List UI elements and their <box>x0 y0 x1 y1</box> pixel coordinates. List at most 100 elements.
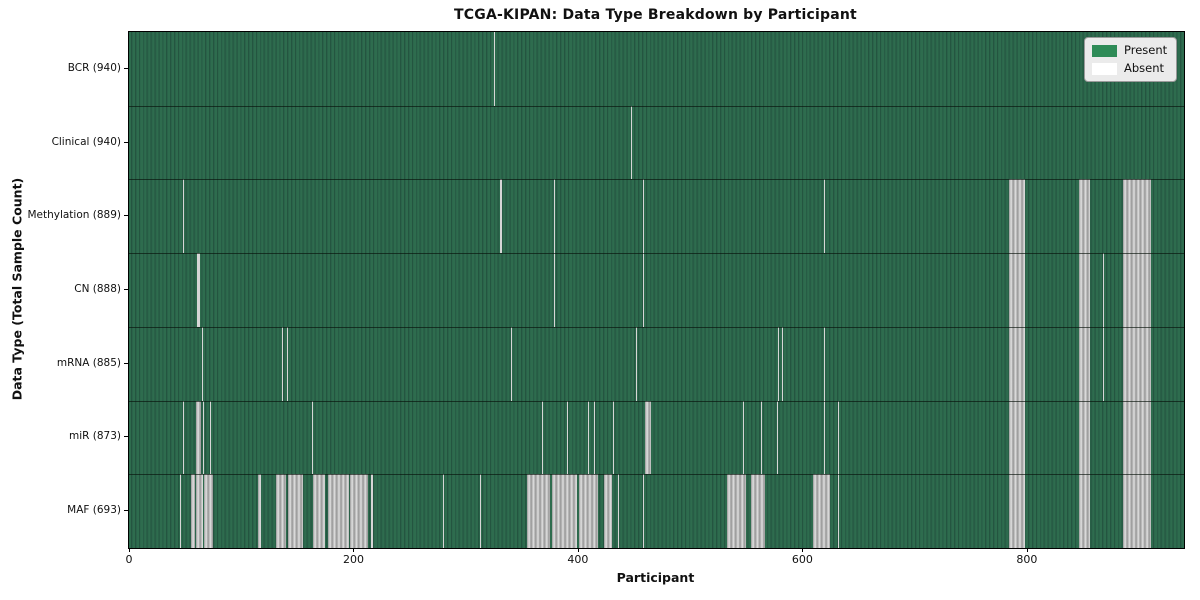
x-tick-label: 0 <box>125 553 133 566</box>
absent-stripe <box>1078 474 1090 548</box>
row-divider <box>129 105 1184 107</box>
absent-stripe <box>1123 326 1152 401</box>
y-tick-mark <box>124 510 128 512</box>
heatmap-row-clinical <box>129 105 1184 180</box>
absent-stripe <box>276 474 287 548</box>
present-swatch <box>1092 44 1117 57</box>
legend: Present Absent <box>1084 37 1178 82</box>
absent-stripe <box>1103 326 1105 401</box>
absent-stripe <box>566 400 568 475</box>
absent-stripe <box>588 400 590 475</box>
absent-stripe <box>603 474 612 548</box>
y-tick-mark <box>124 215 128 217</box>
absent-stripe <box>554 253 556 327</box>
absent-stripe <box>209 400 211 475</box>
row-divider <box>129 474 1184 476</box>
absent-stripe <box>645 400 651 475</box>
absent-stripe <box>1123 253 1152 327</box>
absent-stripe <box>760 400 762 475</box>
absent-stripe <box>618 474 620 548</box>
row-divider <box>129 179 1184 181</box>
x-tick-label: 400 <box>567 553 589 566</box>
absent-stripe <box>1078 253 1090 327</box>
absent-stripe <box>1078 326 1090 401</box>
absent-stripe <box>823 400 825 475</box>
x-tick-label: 200 <box>342 553 364 566</box>
y-tick-label: miR (873) <box>68 430 121 443</box>
absent-stripe <box>1008 400 1025 475</box>
row-divider <box>129 400 1184 402</box>
absent-stripe <box>182 400 184 475</box>
absent-stripe <box>727 474 747 548</box>
absent-stripe <box>510 326 512 401</box>
row-divider <box>129 326 1184 328</box>
y-tick-mark <box>124 289 128 290</box>
x-tick-mark <box>353 548 355 552</box>
absent-stripe <box>500 179 502 254</box>
legend-item-absent: Absent <box>1092 62 1167 75</box>
absent-stripe <box>493 32 495 106</box>
y-tick-label: Methylation (889) <box>27 209 121 222</box>
absent-stripe <box>190 474 196 548</box>
x-tick-mark <box>129 548 130 552</box>
absent-stripe <box>179 474 181 548</box>
absent-stripe <box>281 326 283 401</box>
absent-stripe <box>258 474 262 548</box>
absent-stripe <box>1008 326 1025 401</box>
x-tick-mark <box>802 548 804 552</box>
y-tick-label: CN (888) <box>74 283 121 295</box>
absent-stripe <box>776 400 778 475</box>
absent-stripe <box>782 326 784 401</box>
absent-stripe <box>750 474 766 548</box>
absent-stripe <box>196 474 204 548</box>
heatmap-row-mir <box>129 400 1184 475</box>
y-tick-mark <box>124 436 128 438</box>
absent-stripe <box>1123 474 1152 548</box>
x-tick-mark <box>577 548 579 552</box>
absent-stripe <box>542 400 544 475</box>
heatmap-row-bcr <box>129 32 1184 106</box>
heatmap-row-maf <box>129 474 1184 548</box>
absent-stripe <box>204 474 214 548</box>
absent-stripe <box>480 474 482 548</box>
absent-stripe <box>203 400 205 475</box>
absent-stripe <box>643 179 645 254</box>
absent-stripe <box>288 474 303 548</box>
legend-label-present: Present <box>1124 43 1168 57</box>
absent-stripe <box>1078 179 1090 254</box>
absent-stripe <box>196 400 201 475</box>
x-axis-label: Participant <box>616 570 695 585</box>
plot-area <box>128 31 1185 549</box>
absent-stripe <box>612 400 614 475</box>
heatmap-row-cn <box>129 253 1184 327</box>
absent-stripe <box>579 474 599 548</box>
y-tick-label: mRNA (885) <box>56 356 121 369</box>
x-tick-mark <box>1026 548 1028 552</box>
absent-stripe <box>1123 179 1152 254</box>
y-tick-label: BCR (940) <box>67 61 121 74</box>
absent-stripe <box>1103 253 1105 327</box>
absent-stripe <box>838 400 840 475</box>
legend-item-present: Present <box>1092 44 1167 57</box>
row-divider <box>129 253 1184 255</box>
absent-stripe <box>371 474 373 548</box>
legend-label-absent: Absent <box>1124 61 1165 75</box>
absent-stripe <box>1008 474 1025 548</box>
absent-stripe <box>1123 400 1152 475</box>
y-tick-mark <box>124 362 128 364</box>
absent-stripe <box>636 326 638 401</box>
absent-stripe <box>777 326 779 401</box>
absent-stripe <box>742 400 745 475</box>
absent-swatch <box>1092 62 1117 75</box>
x-tick-label: 600 <box>791 553 813 566</box>
absent-stripe <box>593 400 595 475</box>
absent-stripe <box>838 474 840 548</box>
absent-stripe <box>1008 253 1025 327</box>
heatmap-row-methylation <box>129 179 1184 254</box>
absent-stripe <box>287 326 289 401</box>
absent-stripe <box>554 179 556 254</box>
absent-stripe <box>313 474 326 548</box>
absent-stripe <box>812 474 831 548</box>
y-tick-mark <box>124 67 128 69</box>
